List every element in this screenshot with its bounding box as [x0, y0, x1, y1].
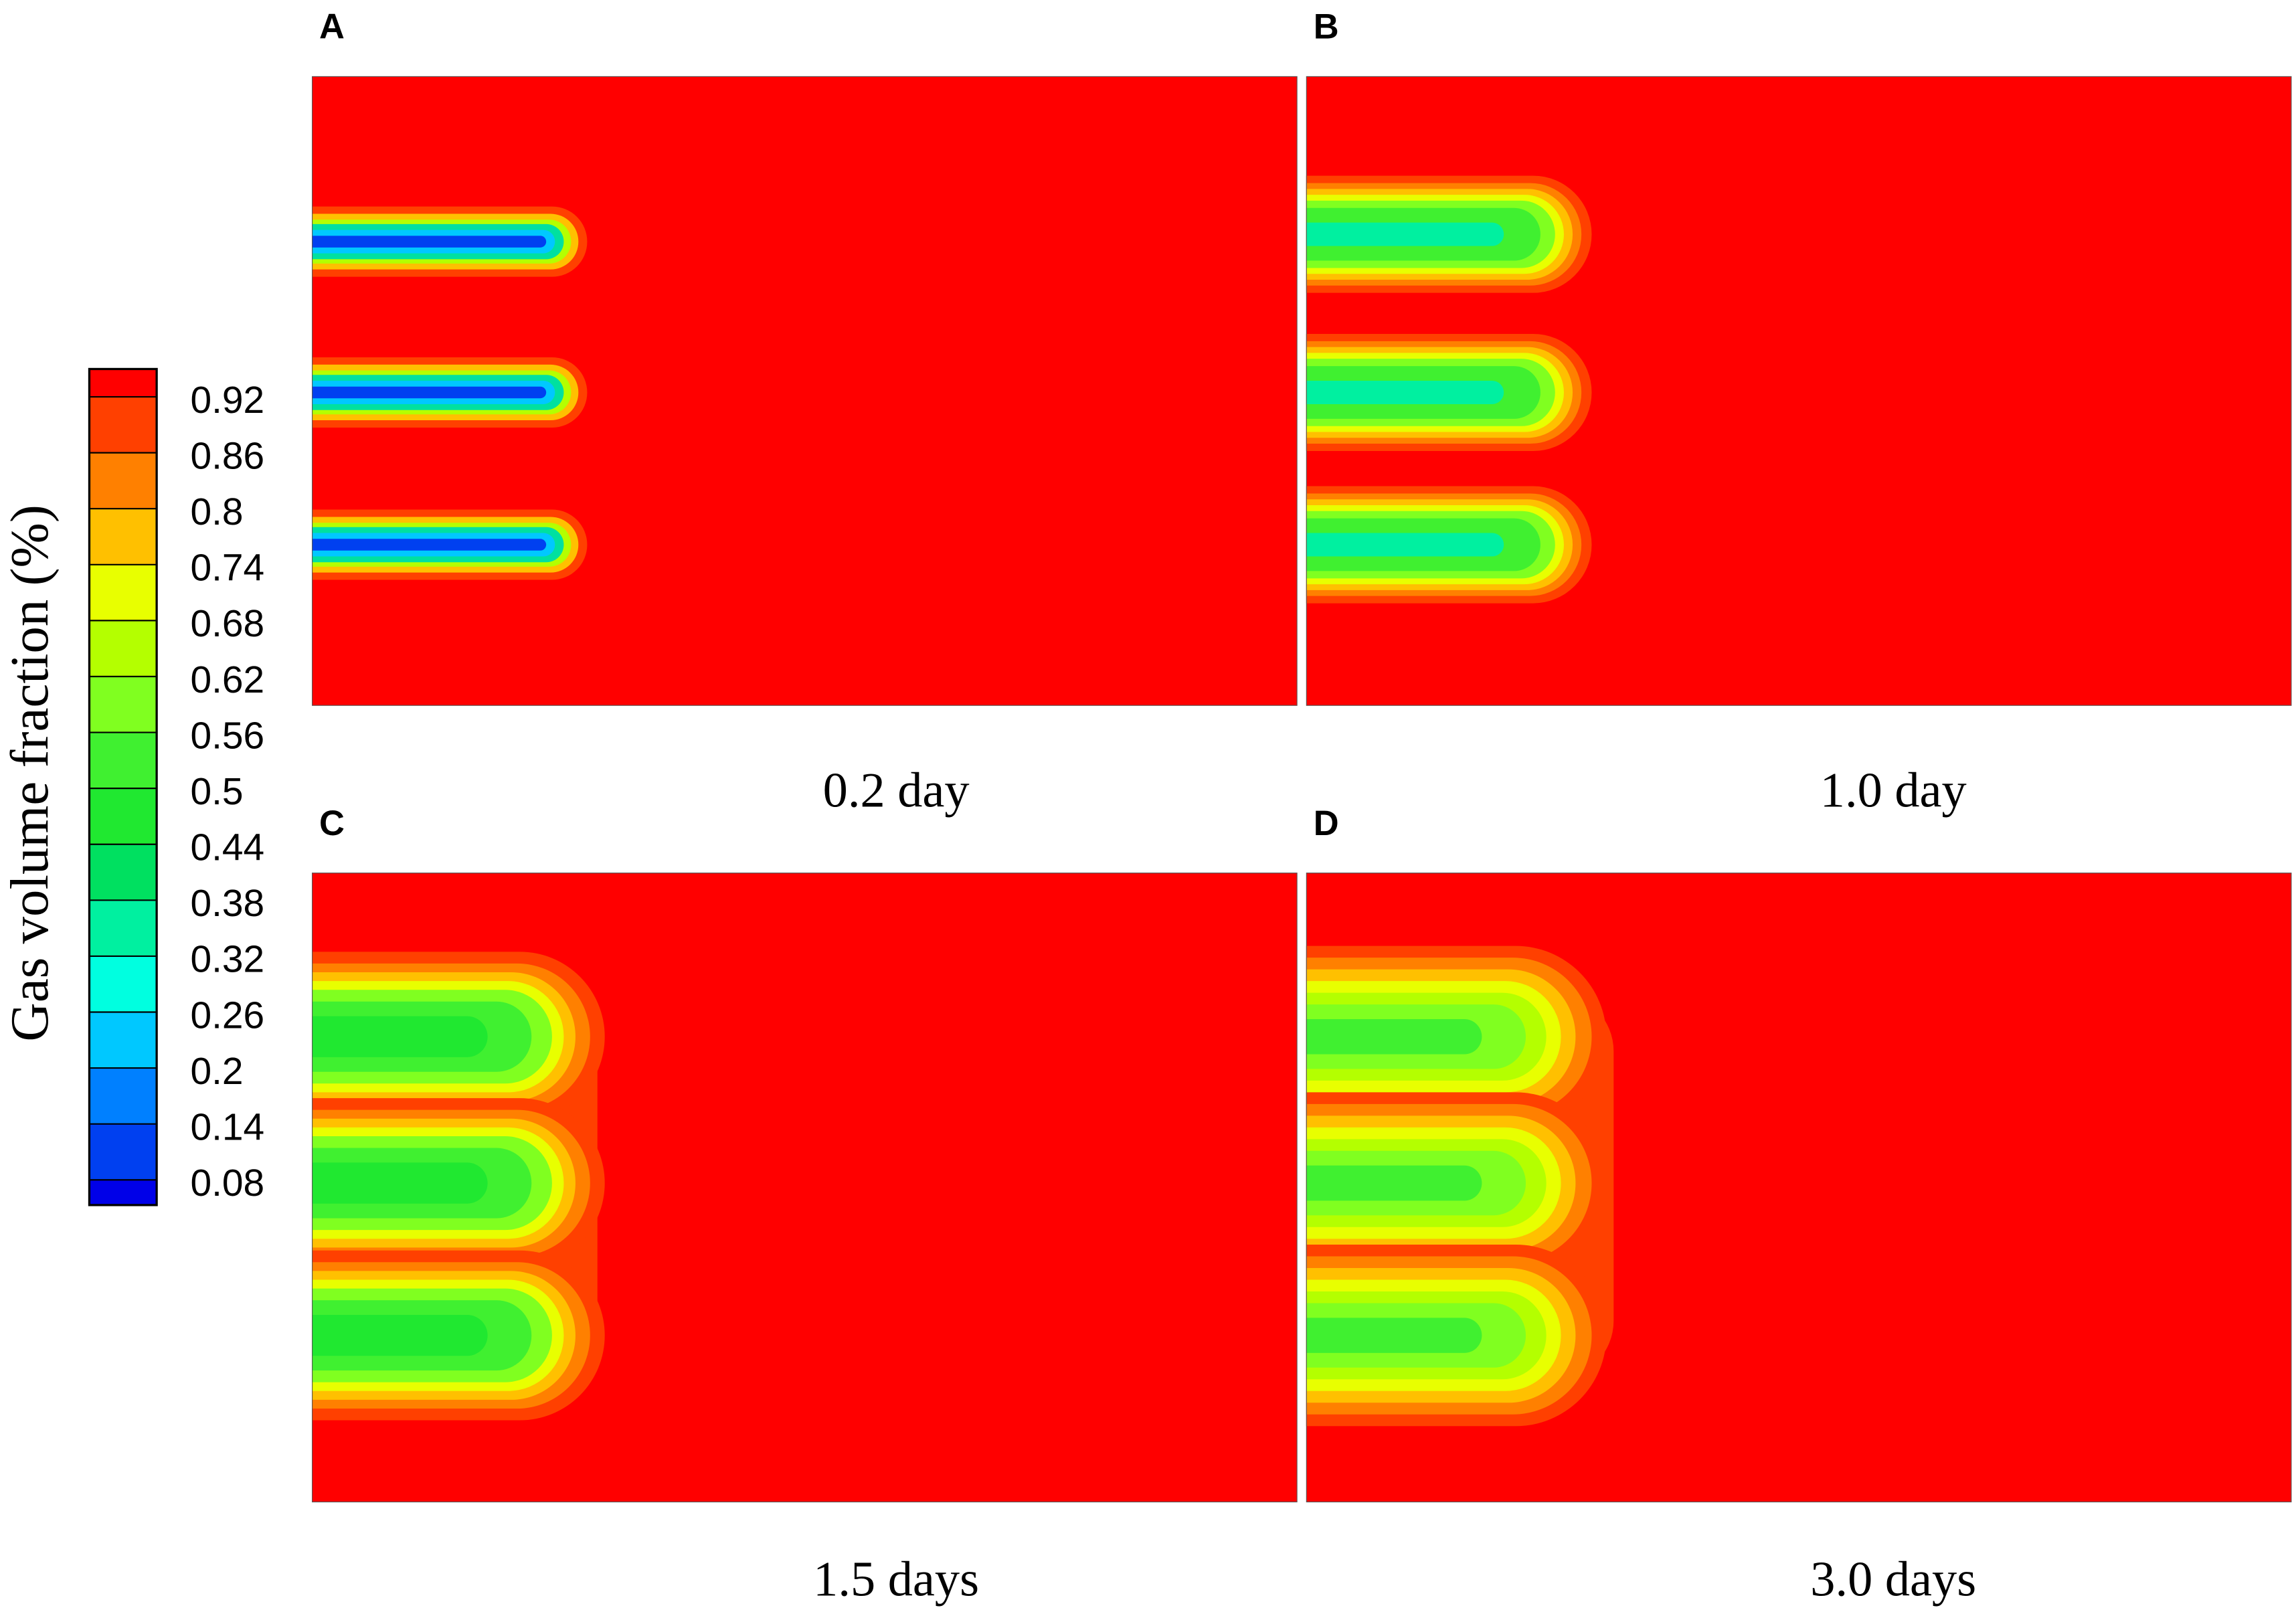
panel-label: D [1314, 804, 1339, 843]
colorbar-band [89, 1068, 157, 1124]
colorbar-tick-label: 0.14 [190, 1105, 264, 1148]
contour-panel [1306, 76, 2292, 706]
colorbar-frame [88, 367, 158, 1206]
plume-ring [1306, 1318, 1482, 1353]
plume-ring [1306, 1019, 1482, 1055]
colorbar-tick-label: 0.62 [190, 658, 264, 701]
plume-ring [1306, 533, 1504, 557]
plume-ring [312, 1162, 488, 1204]
colorbar-band [89, 900, 157, 956]
panel-caption: 1.0 day [1820, 763, 1967, 818]
colorbar-band [89, 620, 157, 677]
colorbar-tick-label: 0.08 [190, 1162, 264, 1204]
colorbar-tick-label: 0.32 [190, 938, 264, 981]
colorbar-band [89, 452, 157, 509]
colorbar-band [89, 397, 157, 453]
colorbar-tick-label: 0.86 [190, 434, 264, 477]
plume-ring [312, 236, 547, 248]
panel-caption: 3.0 days [1810, 1552, 1976, 1607]
colorbar-tick-label: 0.74 [190, 547, 264, 590]
colorbar-tick-label: 0.38 [190, 882, 264, 925]
colorbar-tick-label: 0.44 [190, 826, 264, 869]
plume-ring [1306, 222, 1504, 246]
colorbar-tick-label: 0.26 [190, 994, 264, 1037]
colorbar-band [89, 788, 157, 844]
colorbar-band [89, 1180, 157, 1205]
colorbar-tick-label: 0.56 [190, 714, 264, 757]
colorbar-band [89, 1123, 157, 1180]
colorbar-band [89, 369, 157, 397]
plume-ring [1306, 380, 1504, 404]
colorbar-tick-label: 0.2 [190, 1050, 243, 1093]
colorbar-band [89, 1012, 157, 1069]
colorbar-band [89, 509, 157, 565]
contour-panel [1306, 873, 2292, 1503]
colorbar-band [89, 844, 157, 901]
plume-ring [312, 1315, 488, 1356]
panel-label: C [319, 804, 345, 843]
colorbar-tick-label: 0.92 [190, 379, 264, 422]
colorbar-band [89, 956, 157, 1012]
panel-caption: 0.2 day [823, 763, 970, 818]
colorbar-tick-label: 0.68 [190, 602, 264, 645]
colorbar-band [89, 732, 157, 789]
colorbar-tick-label: 0.5 [190, 770, 243, 813]
panel-label: A [319, 7, 345, 47]
colorbar-tick-label: 0.8 [190, 490, 243, 533]
colorbar-label: Gas volume fraction (%) [0, 505, 60, 1042]
panel-label: B [1314, 7, 1339, 47]
plume-ring [312, 386, 547, 399]
colorbar-band [89, 564, 157, 621]
contour-panel [312, 76, 1298, 706]
colorbar-band [89, 676, 157, 733]
plume-ring [312, 1016, 488, 1057]
panel-caption: 1.5 days [813, 1552, 979, 1607]
plume-ring [1306, 1165, 1482, 1201]
contour-panel [312, 873, 1298, 1503]
plume-ring [312, 539, 547, 551]
